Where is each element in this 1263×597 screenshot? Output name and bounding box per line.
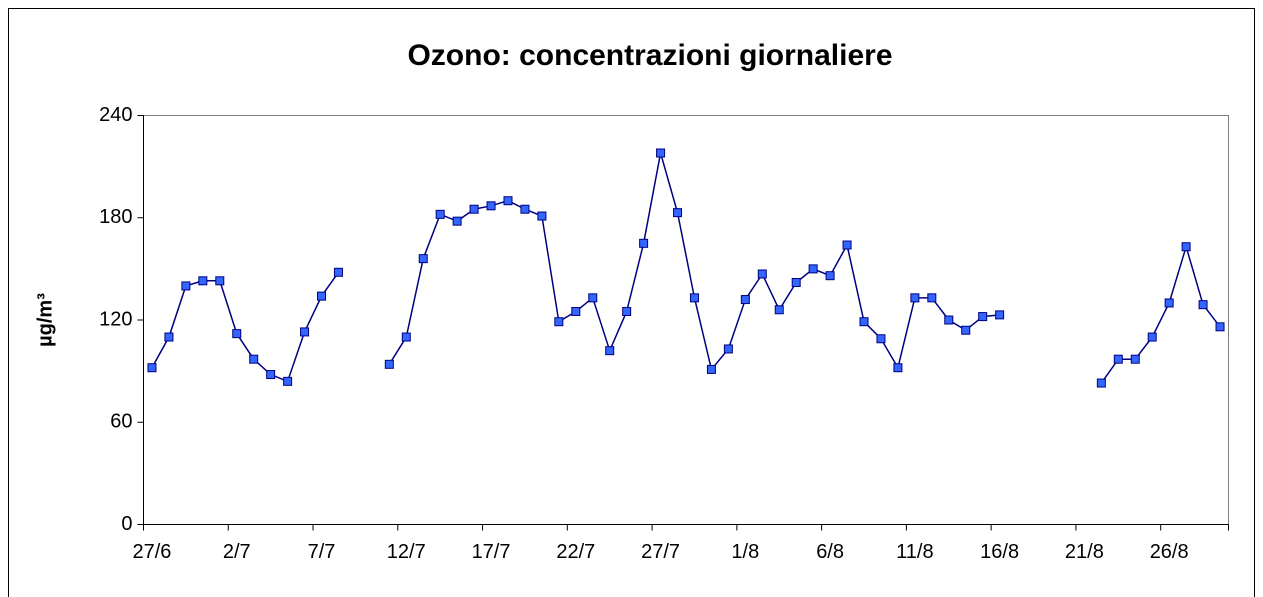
marker [266,370,276,380]
x-tick-label: 17/7 [472,541,511,563]
marker [232,329,242,339]
x-tick-label: 26/8 [1150,541,1189,563]
marker [588,293,598,303]
marker [944,315,954,325]
x-tick-label: 11/8 [896,541,933,563]
marker [215,276,225,286]
marker [554,317,564,327]
marker [1164,298,1174,308]
y-tick-label: 180 [99,206,132,228]
marker [435,209,445,219]
marker [995,310,1005,320]
marker [1198,300,1208,310]
marker [300,327,310,337]
x-tick-label: 27/7 [641,541,680,563]
marker [147,363,157,373]
x-tick-label: 6/8 [816,541,844,563]
marker [622,306,632,316]
marker [740,295,750,305]
marker [1113,354,1123,364]
marker [656,148,666,158]
y-tick-label: 240 [99,104,132,126]
x-tick-label: 7/7 [308,541,336,563]
marker [198,276,208,286]
marker [401,332,411,342]
chart-border [8,8,1255,597]
marker [384,359,394,369]
marker [825,271,835,281]
y-tick-label: 60 [110,411,132,433]
marker [808,264,818,274]
marker [333,267,343,277]
marker [520,204,530,214]
x-tick-label: 22/7 [556,541,595,563]
marker [469,204,479,214]
x-tick-label: 16/8 [980,541,1019,563]
marker [978,312,988,322]
marker [1215,322,1225,332]
marker [503,196,513,206]
marker [639,238,649,248]
marker [452,216,462,226]
marker [571,306,581,316]
marker [164,332,174,342]
marker [1130,354,1140,364]
x-tick-label: 21/8 [1065,541,1104,563]
marker [537,211,547,221]
y-axis-label: µg/m³ [34,293,56,347]
marker [1096,378,1106,388]
marker [723,344,733,354]
marker [842,240,852,250]
marker [418,254,428,264]
chart-title: Ozono: concentrazioni giornaliere [407,39,892,72]
marker [774,305,784,315]
marker [181,281,191,291]
x-tick-label: 2/7 [223,541,251,563]
marker [757,269,767,279]
marker [486,201,496,211]
marker [249,354,259,364]
x-tick-label: 1/8 [731,541,759,563]
marker [927,293,937,303]
marker [893,363,903,373]
marker [1147,332,1157,342]
marker [876,334,886,344]
marker [673,208,683,218]
marker [961,325,971,335]
marker [910,293,920,303]
marker [283,376,293,386]
marker [1181,242,1191,252]
marker [706,364,716,374]
x-tick-label: 12/7 [387,541,426,563]
marker [689,293,699,303]
marker [605,346,615,356]
marker [317,291,327,301]
x-tick-label: 27/6 [133,541,172,563]
y-tick-label: 120 [99,308,132,330]
marker [791,278,801,288]
marker [859,317,869,327]
y-tick-label: 0 [121,513,132,535]
